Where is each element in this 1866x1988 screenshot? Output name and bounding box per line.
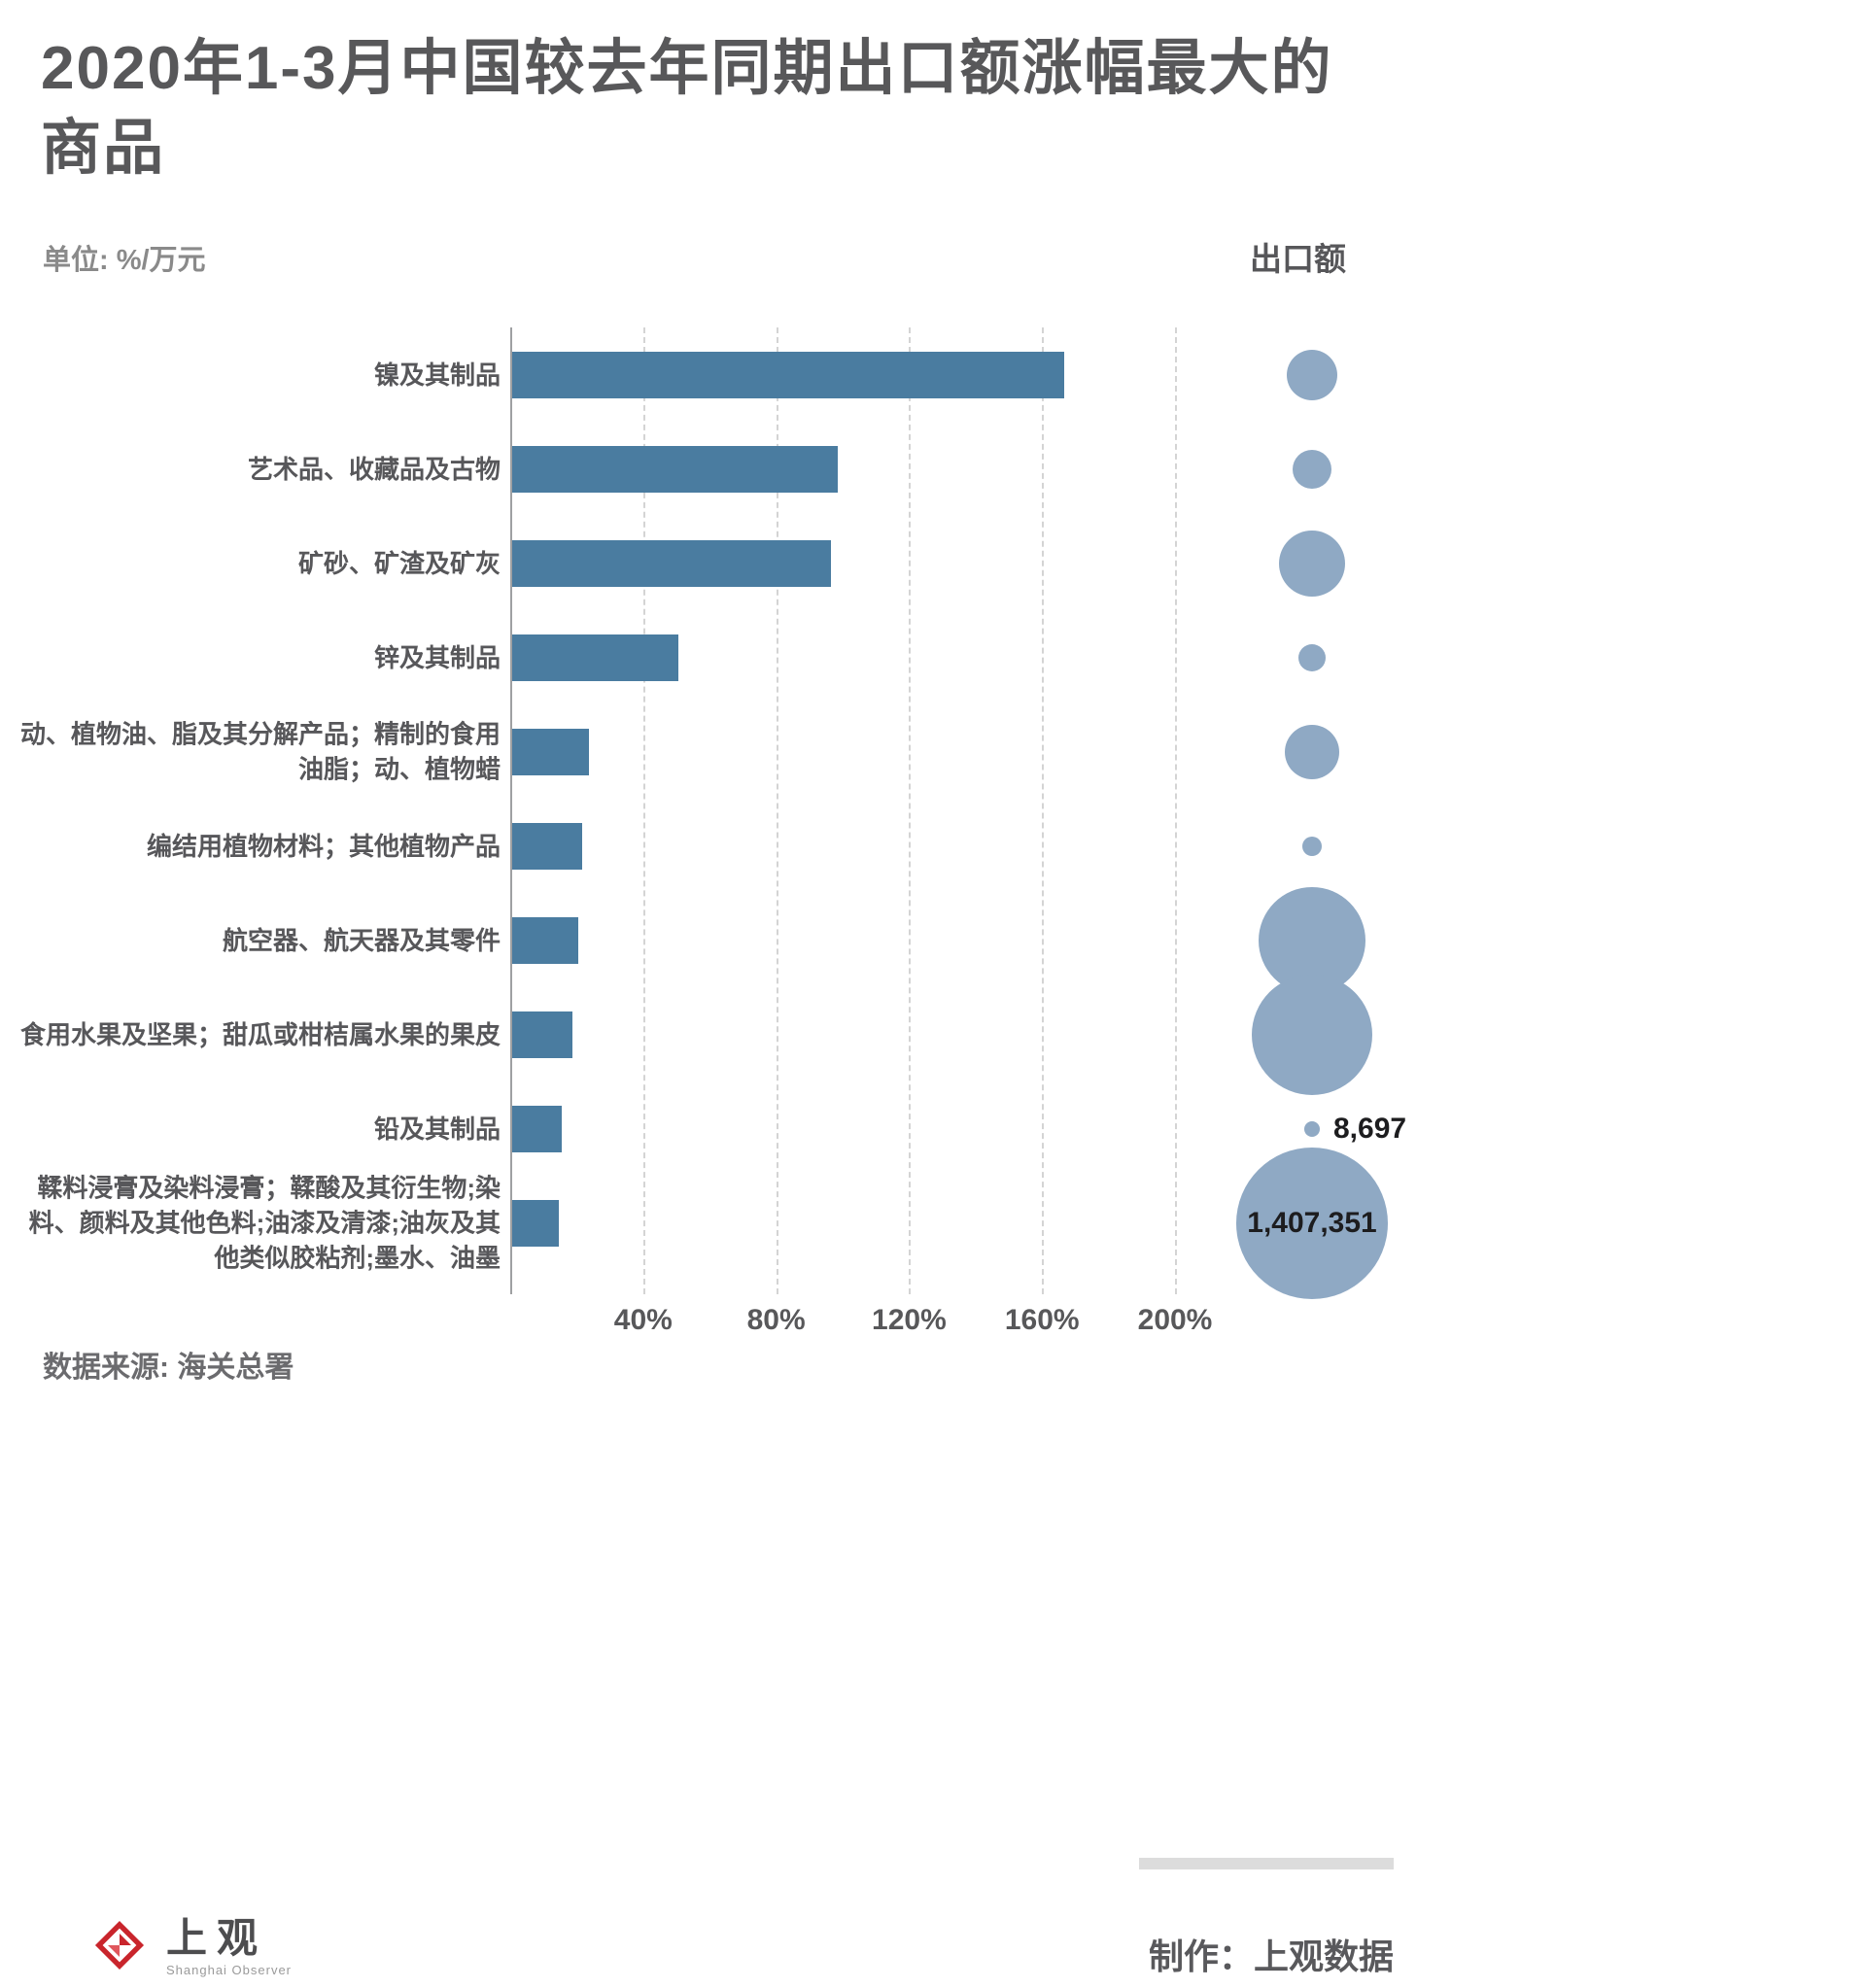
growth-bar <box>512 916 579 964</box>
growth-bar <box>512 1105 563 1152</box>
export-bubble <box>1302 836 1322 856</box>
gridline <box>1042 327 1045 1294</box>
gridline <box>642 327 645 1294</box>
bubble-value-label: 1,407,351 <box>1247 1206 1377 1239</box>
x-tick-label: 120% <box>872 1304 947 1336</box>
growth-bar <box>512 445 839 493</box>
export-bubble <box>1293 449 1331 489</box>
gridline <box>776 327 778 1294</box>
export-bubble <box>1287 349 1337 400</box>
growth-bar <box>512 634 678 681</box>
credit-label: 制作：上观数据 <box>1148 1937 1394 1976</box>
category-label: 食用水果及坚果；甜瓜或柑桔属水果的果皮 <box>19 1019 501 1049</box>
growth-bar <box>512 1011 572 1058</box>
category-label: 矿砂、矿渣及矿灰 <box>297 548 501 578</box>
growth-bar <box>512 1199 559 1247</box>
x-tick-label: 160% <box>1004 1304 1080 1336</box>
growth-bar <box>512 351 1064 398</box>
growth-bar <box>512 822 582 870</box>
category-label: 编结用植物材料；其他植物产品 <box>146 831 501 861</box>
bubble-column-header: 出口额 <box>1250 241 1346 277</box>
bubble-value-label: 8,697 <box>1333 1112 1407 1145</box>
category-label: 铅及其制品 <box>373 1114 501 1144</box>
data-source-label: 数据来源: 海关总署 <box>43 1352 294 1384</box>
logo-text-block: 上观 Shanghai Observer <box>166 1915 293 1978</box>
export-bubble <box>1298 643 1326 671</box>
export-bubble <box>1279 530 1345 597</box>
x-tick-label: 80% <box>746 1304 806 1336</box>
gridline <box>909 327 912 1294</box>
export-bubble <box>1236 1147 1388 1299</box>
export-bubble <box>1285 724 1339 779</box>
category-label: 动、植物油、脂及其分解产品；精制的食用油脂；动、植物蜡 <box>19 719 501 784</box>
shanghai-observer-logo-icon <box>94 1920 145 1971</box>
category-label: 锌及其制品 <box>373 642 501 672</box>
page-title: 2020年1-3月中国较去年同期出口额涨幅最大的商品 <box>41 35 1333 182</box>
unit-label: 单位: %/万元 <box>43 245 206 276</box>
category-label: 航空器、航天器及其零件 <box>222 925 501 955</box>
growth-bar <box>512 728 589 775</box>
gridline <box>1175 327 1177 1294</box>
y-axis-line <box>510 327 512 1294</box>
export-bubble <box>1252 974 1372 1095</box>
logo-subtitle: Shanghai Observer <box>166 1963 293 1978</box>
export-bubble <box>1304 1120 1320 1137</box>
publisher-logo: 上观 Shanghai Observer <box>90 1915 293 1978</box>
footer-divider <box>1139 1858 1394 1869</box>
x-tick-label: 200% <box>1137 1304 1213 1336</box>
category-label: 艺术品、收藏品及古物 <box>247 454 501 484</box>
bar-chart: 40% 80% 120% 160% 200% 镍及其制品艺术品、收藏品及古物矿砂、矿渣及… <box>19 327 1407 1336</box>
category-label: 镍及其制品 <box>373 360 501 390</box>
growth-bar <box>512 539 832 587</box>
x-tick-label: 40% <box>613 1304 673 1336</box>
category-label: 鞣料浸膏及染料浸膏；鞣酸及其衍生物;染料、颜料及其他色料;油漆及清漆;油灰及其他… <box>28 1172 501 1273</box>
logo-name: 上观 <box>166 1915 268 1961</box>
